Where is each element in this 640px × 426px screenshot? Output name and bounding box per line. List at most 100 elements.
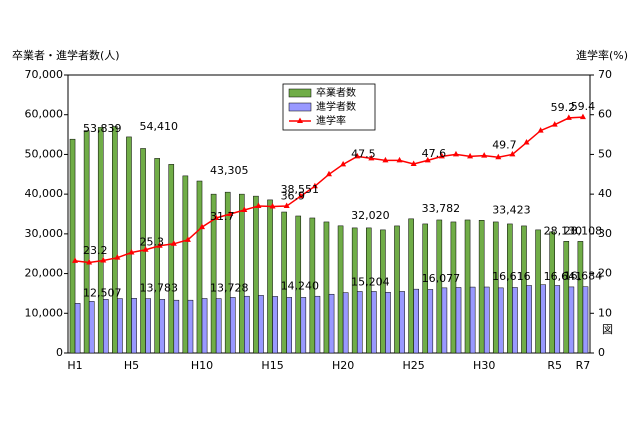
point bbox=[354, 152, 361, 159]
bar bbox=[422, 223, 429, 354]
bar bbox=[342, 292, 349, 354]
bar bbox=[492, 221, 499, 354]
bar bbox=[535, 229, 541, 354]
data-label: 15,204 bbox=[351, 276, 390, 289]
data-label: 16,684 bbox=[564, 270, 603, 283]
point bbox=[199, 223, 206, 230]
x-tick-label: H1 bbox=[67, 359, 82, 372]
point bbox=[170, 240, 177, 246]
point bbox=[452, 150, 459, 157]
note: 図 bbox=[602, 323, 613, 336]
bar bbox=[258, 295, 264, 354]
bar bbox=[478, 220, 485, 354]
bar bbox=[173, 299, 180, 354]
point bbox=[114, 254, 121, 260]
point bbox=[410, 160, 417, 166]
point bbox=[311, 182, 318, 189]
point bbox=[128, 249, 135, 255]
bar bbox=[385, 291, 391, 354]
bar bbox=[272, 296, 278, 354]
x-tick-label: H30 bbox=[473, 359, 495, 372]
point bbox=[213, 214, 220, 220]
point bbox=[326, 170, 332, 177]
point bbox=[86, 258, 93, 265]
bar bbox=[351, 227, 358, 354]
data-label: 43,305 bbox=[210, 164, 249, 177]
bar bbox=[371, 291, 377, 354]
y-tick-label: 0 bbox=[56, 346, 63, 359]
data-label: 16,616 bbox=[492, 270, 531, 283]
bar bbox=[337, 225, 344, 354]
legend-swatch bbox=[288, 102, 312, 112]
bar bbox=[126, 136, 132, 354]
y-tick-label: 40,000 bbox=[25, 187, 64, 200]
bar bbox=[577, 241, 584, 354]
bar bbox=[441, 287, 448, 354]
bar bbox=[563, 241, 570, 354]
y-tick-label: 70,000 bbox=[25, 68, 64, 81]
bar bbox=[97, 127, 104, 354]
point bbox=[579, 113, 586, 120]
bar bbox=[408, 218, 414, 354]
y2-tick-label: 70 bbox=[598, 68, 612, 81]
y2-tick-label: 50 bbox=[598, 147, 612, 160]
point bbox=[523, 139, 530, 145]
data-label: 13,783 bbox=[139, 281, 178, 294]
bar bbox=[498, 287, 504, 354]
point bbox=[551, 121, 558, 127]
bar bbox=[582, 286, 589, 354]
data-label: 14,240 bbox=[281, 279, 320, 292]
bar bbox=[427, 289, 434, 354]
y-axis-title: 卒業者・進学者数(人) bbox=[12, 48, 120, 62]
point bbox=[72, 257, 79, 263]
y2-tick-label: 30 bbox=[598, 227, 612, 240]
data-label: 49.7 bbox=[492, 139, 517, 152]
bar bbox=[507, 223, 513, 354]
point bbox=[382, 156, 389, 163]
bar bbox=[549, 231, 555, 354]
bar bbox=[168, 164, 175, 354]
bar bbox=[239, 193, 245, 354]
y-tick-label: 20,000 bbox=[25, 267, 64, 280]
point bbox=[565, 114, 572, 120]
y-tick-label: 50,000 bbox=[25, 147, 64, 160]
data-label: 47.6 bbox=[422, 147, 447, 160]
bar bbox=[394, 225, 400, 354]
bar bbox=[300, 297, 307, 354]
point bbox=[424, 156, 431, 163]
bar bbox=[356, 291, 363, 354]
x-tick-label: H5 bbox=[124, 359, 139, 372]
bar bbox=[455, 287, 462, 354]
data-label: 25.3 bbox=[139, 236, 164, 249]
point bbox=[156, 242, 163, 248]
point bbox=[269, 202, 276, 209]
y-tick-label: 10,000 bbox=[25, 306, 64, 319]
point bbox=[509, 150, 516, 157]
point bbox=[481, 152, 488, 158]
bar bbox=[314, 295, 321, 354]
point bbox=[142, 246, 149, 252]
bar bbox=[526, 285, 532, 354]
bar bbox=[187, 299, 194, 354]
y2-tick-label: 40 bbox=[598, 187, 612, 200]
bar bbox=[210, 193, 217, 354]
bar bbox=[182, 175, 189, 354]
point bbox=[100, 256, 107, 263]
bar bbox=[117, 298, 123, 354]
y2-tick-label: 10 bbox=[598, 306, 612, 319]
bar bbox=[512, 287, 518, 354]
data-label: 38,551 bbox=[281, 183, 320, 196]
bar bbox=[450, 221, 457, 354]
legend-label: 進学率 bbox=[316, 114, 346, 127]
x-tick-label: H20 bbox=[332, 359, 354, 372]
data-label: 16,641 bbox=[544, 270, 583, 283]
bar bbox=[328, 293, 335, 354]
x-tick-label: R5 bbox=[547, 359, 562, 372]
bar bbox=[521, 225, 527, 354]
bar bbox=[380, 229, 386, 354]
bar bbox=[244, 295, 250, 354]
data-label: 59.2 bbox=[551, 101, 576, 114]
bar bbox=[224, 191, 231, 354]
bar bbox=[88, 301, 95, 354]
